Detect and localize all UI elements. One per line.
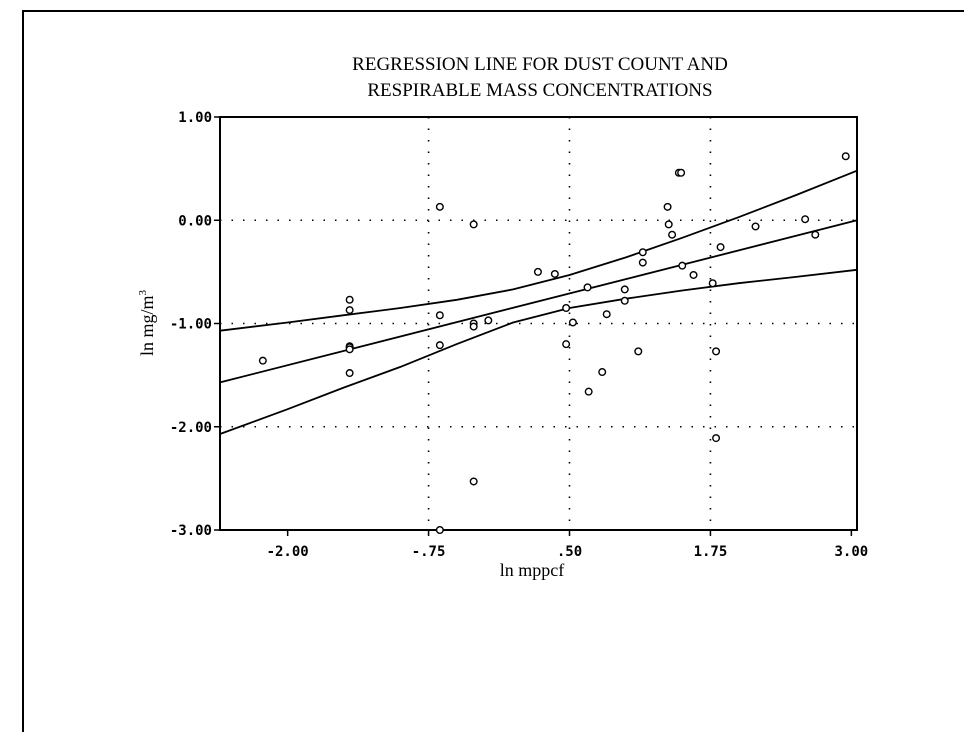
data-points [258,152,850,535]
x-tick-labels: -2.00 -.75 .50 1.75 3.00 [267,544,869,560]
axis-ticks [214,116,853,536]
data-point-40 [716,243,725,252]
data-point-43 [811,230,820,239]
upper-confidence-band [219,169,858,332]
data-point-26 [620,296,629,305]
lower-confidence-band [219,268,858,435]
data-point-31 [664,220,673,229]
grid-lines [220,117,857,530]
chart-title-line-1: REGRESSION LINE FOR DUST COUNT AND [352,54,728,75]
data-point-0 [258,356,267,365]
data-point-39 [712,434,721,443]
data-point-38 [712,347,721,356]
regression-lines [219,169,858,435]
data-point-17 [550,269,559,278]
x-tick-label-1: -.75 [412,544,446,560]
y-axis-label: ln mg/m3 [137,289,157,356]
x-tick-label-0: -2.00 [267,544,309,560]
data-point-32 [668,230,677,239]
data-point-5 [345,345,354,354]
data-point-7 [435,202,444,211]
data-point-36 [689,270,698,279]
x-tick-label-3: 1.75 [694,544,728,560]
regression-line [219,219,858,384]
data-point-16 [533,267,542,276]
data-point-44 [841,152,850,161]
data-point-37 [708,279,717,288]
x-tick-label-4: 3.00 [835,544,869,560]
y-tick-labels: 1.00 0.00 -1.00 -2.00 -3.00 [170,110,212,539]
data-point-20 [568,318,577,327]
data-point-6 [345,369,354,378]
data-point-14 [469,477,478,486]
y-tick-label-0: 1.00 [178,110,212,126]
data-point-2 [345,306,354,315]
data-point-28 [638,248,647,257]
data-point-8 [435,311,444,320]
data-point-30 [663,202,672,211]
data-point-35 [678,261,687,270]
figure-frame [22,10,964,732]
data-point-18 [562,304,571,313]
y-tick-label-3: -2.00 [170,420,212,436]
data-point-1 [345,295,354,304]
x-axis-label: ln mppcf [500,560,565,580]
data-point-42 [801,215,810,224]
data-point-22 [584,387,593,396]
data-point-41 [751,222,760,231]
data-point-21 [583,283,592,292]
data-point-19 [562,340,571,349]
y-tick-label-1: 0.00 [178,213,212,229]
y-axis-label-superscript: 3 [137,289,149,295]
data-point-9 [435,341,444,350]
y-tick-label-4: -3.00 [170,523,212,539]
data-point-25 [620,285,629,294]
data-point-10 [435,526,444,535]
data-point-15 [484,316,493,325]
data-point-24 [602,310,611,319]
chart-title-line-2: RESPIRABLE MASS CONCENTRATIONS [367,80,712,101]
y-tick-label-2: -1.00 [170,317,212,333]
data-point-23 [598,368,607,377]
data-point-29 [638,258,647,267]
x-tick-label-2: .50 [557,544,582,560]
data-point-11 [469,220,478,229]
data-point-27 [634,347,643,356]
data-point-13 [469,322,478,331]
data-point-34 [677,168,686,177]
